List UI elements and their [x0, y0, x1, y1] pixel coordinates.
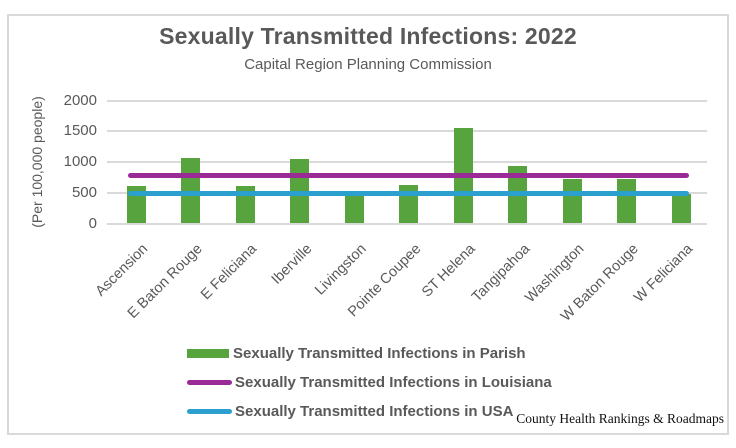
- x-label-w-feliciana: W Feliciana: [631, 240, 697, 306]
- legend-label: Sexually Transmitted Infections in Paris…: [233, 344, 526, 362]
- y-gridline-1000: [107, 161, 707, 163]
- sexually-transmitted-infections-in-usa-line: [128, 190, 689, 196]
- y-tick-label-0: 0: [88, 214, 97, 232]
- legend-swatch-bar: [187, 348, 229, 358]
- x-label-e-feliciana: E Feliciana: [198, 240, 261, 303]
- chart-subtitle: Capital Region Planning Commission: [244, 56, 492, 73]
- bar-washington: [562, 178, 582, 224]
- legend-item-sexually-transmitted-infections-in-louisiana: Sexually Transmitted Infections in Louis…: [187, 373, 552, 391]
- y-tick-label-1000: 1000: [63, 153, 97, 170]
- bar-livingston: [344, 194, 364, 224]
- legend-swatch-line: [187, 408, 232, 414]
- x-label-st-helena: ST Helena: [418, 240, 479, 301]
- y-gridline-0: [107, 222, 707, 225]
- legend-item-sexually-transmitted-infections-in-usa: Sexually Transmitted Infections in USA: [187, 402, 552, 420]
- legend-label: Sexually Transmitted Infections in USA: [235, 402, 514, 420]
- sexually-transmitted-infections-in-louisiana-line: [128, 173, 689, 179]
- x-label-livingston: Livingston: [311, 240, 370, 298]
- attribution-text: County Health Rankings & Roadmaps: [516, 411, 724, 426]
- bar-w-feliciana: [671, 194, 691, 224]
- legend-swatch-line: [187, 379, 232, 385]
- chart-title: Sexually Transmitted Infections: 2022: [159, 23, 577, 49]
- y-gridline-2000: [107, 99, 707, 102]
- legend: Sexually Transmitted Infections in Paris…: [187, 344, 552, 431]
- legend-label: Sexually Transmitted Infections in Louis…: [235, 373, 552, 391]
- x-label-iberville: Iberville: [268, 240, 315, 288]
- legend-item-sexually-transmitted-infections-in-parish: Sexually Transmitted Infections in Paris…: [187, 344, 552, 362]
- x-label-ascension: Ascension: [92, 240, 152, 300]
- y-tick-label-500: 500: [71, 183, 97, 201]
- bar-w-baton-rouge: [617, 178, 636, 224]
- chart-frame-border: [7, 14, 729, 435]
- y-tick-label-1500: 1500: [63, 122, 97, 140]
- y-gridline-1500: [107, 130, 707, 133]
- y-tick-label-2000: 2000: [63, 91, 97, 109]
